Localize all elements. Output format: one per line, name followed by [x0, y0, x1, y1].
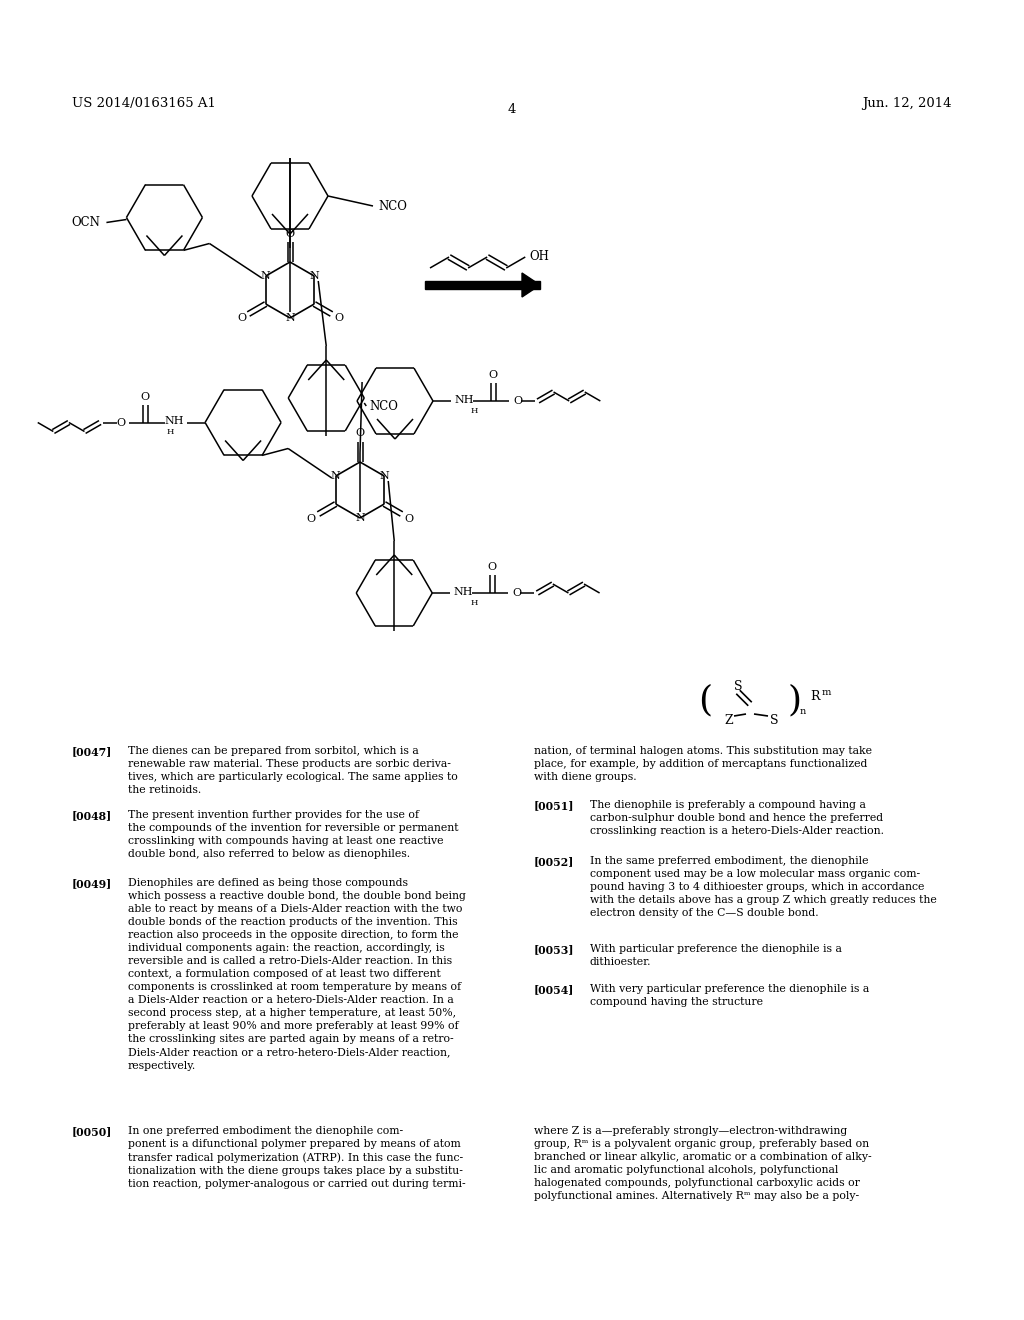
Text: NCO: NCO: [370, 400, 398, 412]
Polygon shape: [522, 273, 540, 297]
Text: [0053]: [0053]: [534, 944, 574, 954]
Text: [0051]: [0051]: [534, 800, 574, 810]
Text: O: O: [306, 513, 315, 524]
Text: N: N: [379, 471, 389, 480]
Text: H: H: [166, 429, 173, 437]
Text: With very particular preference the dienophile is a
compound having the structur: With very particular preference the dien…: [590, 983, 869, 1007]
Text: The dienes can be prepared from sorbitol, which is a
renewable raw material. The: The dienes can be prepared from sorbitol…: [128, 746, 458, 795]
Text: Jun. 12, 2014: Jun. 12, 2014: [862, 96, 952, 110]
Text: O: O: [286, 228, 295, 239]
Text: OCN: OCN: [72, 216, 100, 228]
Text: O: O: [355, 428, 365, 438]
Text: N: N: [331, 471, 341, 480]
Text: In one preferred embodiment the dienophile com-
ponent is a difunctional polymer: In one preferred embodiment the dienophi…: [128, 1126, 466, 1189]
Text: (: (: [698, 682, 712, 717]
Text: O: O: [512, 587, 521, 598]
Text: S: S: [770, 714, 778, 726]
Text: NH: NH: [454, 395, 473, 405]
Text: O: O: [334, 313, 343, 323]
Text: [0048]: [0048]: [72, 810, 113, 821]
Text: Z: Z: [724, 714, 732, 726]
Text: N: N: [309, 271, 319, 281]
Text: The present invention further provides for the use of
the compounds of the inven: The present invention further provides f…: [128, 810, 459, 859]
Text: O: O: [116, 417, 125, 428]
Text: [0047]: [0047]: [72, 746, 113, 756]
Text: [0054]: [0054]: [534, 983, 574, 995]
Text: O: O: [140, 392, 150, 401]
Text: where Z is a—preferably strongly—electron-withdrawing
group, Rᵐ is a polyvalent : where Z is a—preferably strongly—electro…: [534, 1126, 871, 1201]
Text: US 2014/0163165 A1: US 2014/0163165 A1: [72, 96, 216, 110]
Text: N: N: [261, 271, 270, 281]
Text: O: O: [488, 370, 498, 380]
Text: S: S: [734, 680, 742, 693]
Text: H: H: [470, 599, 477, 607]
Text: m: m: [822, 688, 831, 697]
Text: NCO: NCO: [378, 199, 407, 213]
Text: nation, of terminal halogen atoms. This substitution may take
place, for example: nation, of terminal halogen atoms. This …: [534, 746, 872, 781]
Text: The dienophile is preferably a compound having a
carbon-sulphur double bond and : The dienophile is preferably a compound …: [590, 800, 884, 836]
Text: N: N: [355, 513, 365, 523]
Text: [0049]: [0049]: [72, 878, 113, 888]
Text: [0052]: [0052]: [534, 855, 574, 867]
Text: n: n: [800, 708, 806, 717]
Text: ): ): [787, 682, 802, 717]
Text: NH: NH: [165, 417, 184, 426]
Text: R: R: [810, 689, 819, 702]
Text: [0050]: [0050]: [72, 1126, 113, 1137]
Text: OH: OH: [529, 251, 549, 264]
Text: NH: NH: [454, 587, 473, 597]
Text: O: O: [237, 313, 246, 323]
Text: In the same preferred embodiment, the dienophile
component used may be a low mol: In the same preferred embodiment, the di…: [590, 855, 937, 919]
Text: H: H: [471, 407, 478, 414]
Text: O: O: [404, 513, 414, 524]
Text: N: N: [285, 313, 295, 323]
Text: O: O: [513, 396, 522, 407]
Text: With particular preference the dienophile is a
dithioester.: With particular preference the dienophil…: [590, 944, 842, 968]
Bar: [425, 281, 540, 289]
Text: 4: 4: [508, 103, 516, 116]
Text: O: O: [487, 562, 497, 572]
Text: Dienophiles are defined as being those compounds
which possess a reactive double: Dienophiles are defined as being those c…: [128, 878, 466, 1071]
